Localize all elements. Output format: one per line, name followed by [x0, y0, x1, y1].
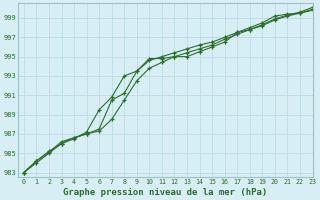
X-axis label: Graphe pression niveau de la mer (hPa): Graphe pression niveau de la mer (hPa) — [63, 188, 267, 197]
